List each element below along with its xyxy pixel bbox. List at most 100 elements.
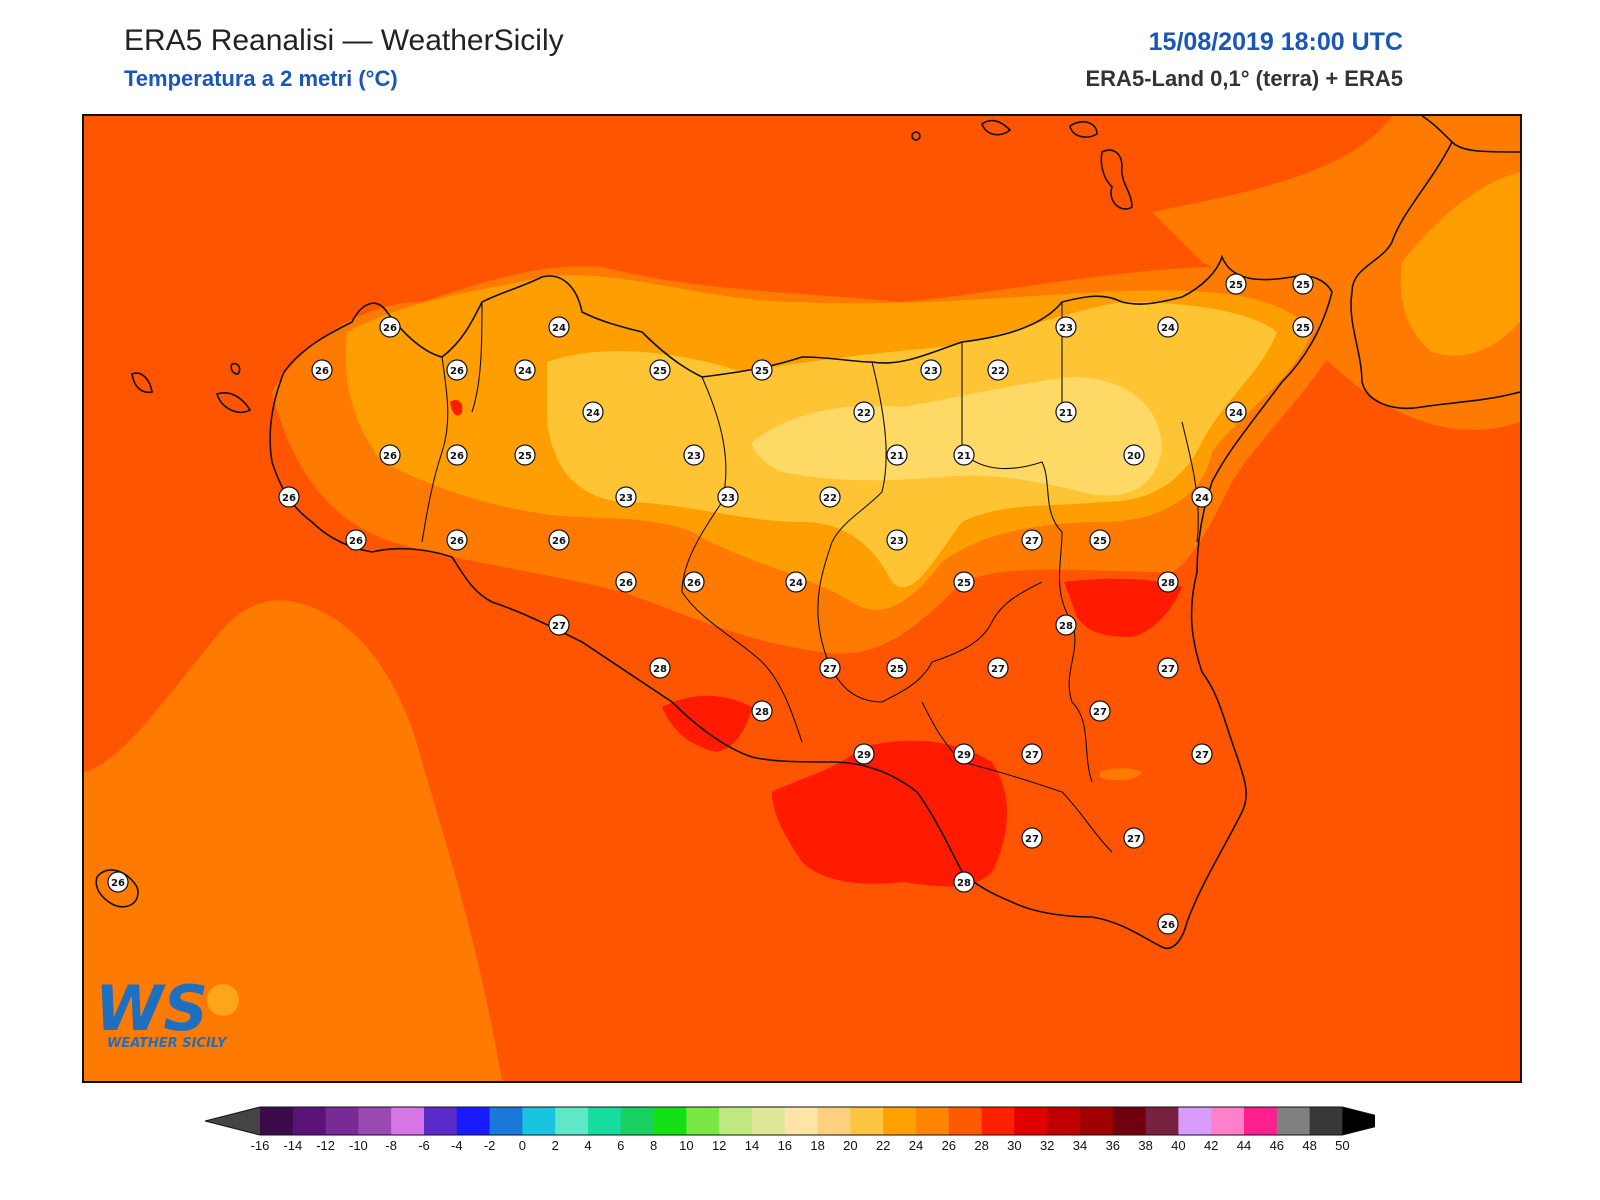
- station-marker[interactable]: 23: [1055, 316, 1077, 338]
- station-marker[interactable]: 26: [683, 571, 705, 593]
- station-circle: [953, 743, 975, 765]
- station-value: 25: [890, 664, 904, 675]
- station-marker[interactable]: 25: [1292, 273, 1314, 295]
- station-circle: [1089, 700, 1111, 722]
- station-marker[interactable]: 26: [446, 444, 468, 466]
- station-value: 28: [755, 707, 769, 718]
- station-marker[interactable]: 25: [1292, 316, 1314, 338]
- station-marker[interactable]: 27: [987, 657, 1009, 679]
- station-marker[interactable]: 25: [886, 657, 908, 679]
- station-marker[interactable]: 26: [379, 316, 401, 338]
- station-value: 24: [789, 578, 803, 589]
- temperature-colorbar: [204, 1105, 1398, 1142]
- station-value: 27: [991, 664, 1005, 675]
- station-marker[interactable]: 24: [785, 571, 807, 593]
- station-marker[interactable]: 25: [1089, 529, 1111, 551]
- station-marker[interactable]: 27: [1021, 743, 1043, 765]
- station-marker[interactable]: 21: [1055, 401, 1077, 423]
- station-value: 26: [315, 366, 329, 377]
- colorbar-segment: [653, 1107, 687, 1135]
- station-marker[interactable]: 27: [548, 614, 570, 636]
- hotspot-28-east: [1064, 578, 1182, 637]
- colorbar-labels: -16 -14 -12 -10 -8 -6 -4 -2 0 2 4 6 8 10 12 14 16 18 20 22 2…: [0, 1138, 1600, 1158]
- temperature-map[interactable]: 26 26 26 24 24 25 25 23 23 22 24 25 25 25 26 26 25 24 23 22…: [82, 114, 1522, 1083]
- station-marker[interactable]: 22: [853, 401, 875, 423]
- station-marker[interactable]: 24: [582, 401, 604, 423]
- station-marker[interactable]: 24: [1157, 316, 1179, 338]
- station-marker[interactable]: 27: [1021, 827, 1043, 849]
- station-value: 24: [518, 366, 532, 377]
- station-marker[interactable]: 28: [1157, 571, 1179, 593]
- station-marker[interactable]: 25: [514, 444, 536, 466]
- station-marker[interactable]: 29: [953, 743, 975, 765]
- colorbar-segment: [1112, 1107, 1147, 1135]
- station-marker[interactable]: 26: [311, 359, 333, 381]
- station-value: 21: [1059, 408, 1073, 419]
- station-marker[interactable]: 24: [1225, 401, 1247, 423]
- station-marker[interactable]: 22: [987, 359, 1009, 381]
- hotspot-28-south-a: [662, 695, 752, 752]
- station-marker[interactable]: 26: [379, 444, 401, 466]
- station-marker[interactable]: 26: [615, 571, 637, 593]
- station-marker[interactable]: 27: [819, 657, 841, 679]
- station-marker[interactable]: 24: [514, 359, 536, 381]
- station-marker[interactable]: 27: [1089, 700, 1111, 722]
- station-circle: [987, 359, 1009, 381]
- station-marker[interactable]: 26: [278, 486, 300, 508]
- station-marker[interactable]: 26: [107, 871, 129, 893]
- station-marker[interactable]: 27: [1157, 657, 1179, 679]
- colorbar-tick-label: 22: [875, 1138, 891, 1153]
- station-value: 21: [957, 451, 971, 462]
- station-marker[interactable]: 28: [1055, 614, 1077, 636]
- station-marker[interactable]: 26: [345, 529, 367, 551]
- station-marker[interactable]: 22: [819, 486, 841, 508]
- aeolian-island-1: [911, 131, 921, 141]
- station-marker[interactable]: 27: [1123, 827, 1145, 849]
- station-marker[interactable]: 25: [751, 359, 773, 381]
- station-marker[interactable]: 28: [953, 871, 975, 893]
- station-marker[interactable]: 24: [548, 316, 570, 338]
- station-marker[interactable]: 26: [446, 359, 468, 381]
- station-marker[interactable]: 26: [1157, 913, 1179, 935]
- station-marker[interactable]: 28: [649, 657, 671, 679]
- station-marker[interactable]: 24: [1191, 486, 1213, 508]
- station-marker[interactable]: 23: [920, 359, 942, 381]
- station-marker[interactable]: 27: [1191, 743, 1213, 765]
- station-marker[interactable]: 25: [649, 359, 671, 381]
- station-marker[interactable]: 23: [615, 486, 637, 508]
- station-marker[interactable]: 23: [886, 529, 908, 551]
- station-marker[interactable]: 26: [446, 529, 468, 551]
- station-circle: [1123, 827, 1145, 849]
- hotspot-28-west: [450, 400, 463, 416]
- station-value: 27: [1025, 834, 1039, 845]
- station-value: 25: [1296, 323, 1310, 334]
- station-marker[interactable]: 27: [1021, 529, 1043, 551]
- station-marker[interactable]: 25: [953, 571, 975, 593]
- station-marker[interactable]: 26: [548, 529, 570, 551]
- station-circle: [311, 359, 333, 381]
- station-marker[interactable]: 20: [1123, 444, 1145, 466]
- station-circle: [987, 657, 1009, 679]
- station-value: 23: [687, 451, 701, 462]
- station-circle: [1225, 273, 1247, 295]
- colorbar-segment: [1014, 1107, 1048, 1135]
- station-circle: [1292, 273, 1314, 295]
- station-marker[interactable]: 23: [683, 444, 705, 466]
- station-marker[interactable]: 29: [853, 743, 875, 765]
- hotspot-28-south-b: [772, 740, 1007, 887]
- station-marker[interactable]: 28: [751, 700, 773, 722]
- aeolian-island-2: [981, 119, 1012, 136]
- station-marker[interactable]: 21: [953, 444, 975, 466]
- colorbar-tick-label: 46: [1269, 1138, 1285, 1153]
- colorbar-tick-label: 16: [777, 1138, 793, 1153]
- station-circle: [514, 444, 536, 466]
- station-value: 26: [450, 536, 464, 547]
- station-circle: [953, 571, 975, 593]
- station-marker[interactable]: 25: [1225, 273, 1247, 295]
- station-marker[interactable]: 23: [717, 486, 739, 508]
- colorbar-tick-label: 18: [810, 1138, 825, 1153]
- station-marker[interactable]: 21: [886, 444, 908, 466]
- aeolian-island-4: [1100, 149, 1133, 210]
- station-circle: [953, 444, 975, 466]
- pantelleria-island: [95, 869, 139, 908]
